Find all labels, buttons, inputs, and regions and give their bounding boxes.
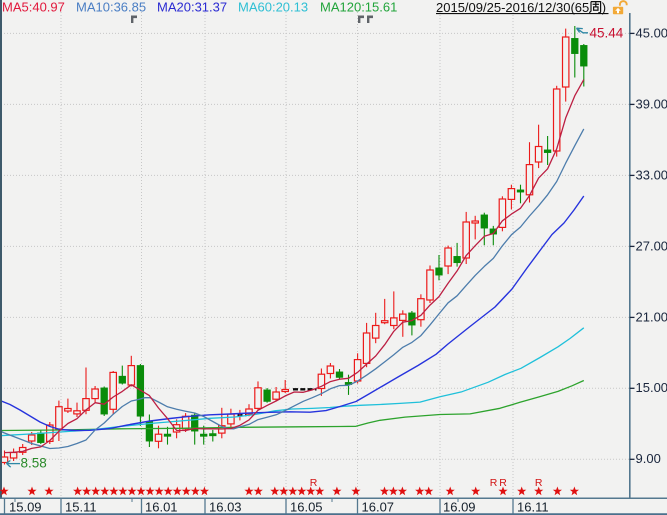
svg-text:): ) (602, 0, 606, 15)
svg-text:R: R (535, 477, 543, 489)
svg-text:21.00: 21.00 (636, 309, 667, 324)
svg-text:16.11: 16.11 (517, 500, 549, 515)
svg-text:9.00: 9.00 (636, 451, 661, 466)
svg-text:MA20:31.37: MA20:31.37 (157, 0, 227, 15)
svg-text:16.07: 16.07 (362, 500, 395, 515)
svg-text:MA60:20.13: MA60:20.13 (238, 0, 308, 15)
svg-text:R: R (499, 477, 507, 489)
svg-text:15.09: 15.09 (9, 500, 42, 515)
svg-text:8.58: 8.58 (21, 455, 47, 470)
svg-text:45.44: 45.44 (590, 25, 624, 40)
svg-text:MA5:40.97: MA5:40.97 (2, 0, 65, 15)
svg-text:R: R (490, 477, 498, 489)
svg-text:16.03: 16.03 (209, 500, 242, 515)
svg-text:27.00: 27.00 (636, 238, 667, 253)
svg-text:33.00: 33.00 (636, 167, 667, 182)
svg-text:39.00: 39.00 (636, 96, 667, 111)
svg-text:15.00: 15.00 (636, 380, 667, 395)
svg-text:45.00: 45.00 (636, 25, 667, 40)
svg-text:15.11: 15.11 (65, 500, 97, 515)
svg-text:R: R (310, 477, 318, 489)
svg-text:2015/09/25-2016/12/30(65: 2015/09/25-2016/12/30(65 (436, 0, 589, 15)
svg-text:16.01: 16.01 (145, 500, 178, 515)
svg-text:16.09: 16.09 (443, 500, 476, 515)
svg-text:MA120:15.61: MA120:15.61 (320, 0, 397, 15)
svg-text:MA10:36.85: MA10:36.85 (76, 0, 146, 15)
svg-text:16.05: 16.05 (290, 500, 323, 515)
